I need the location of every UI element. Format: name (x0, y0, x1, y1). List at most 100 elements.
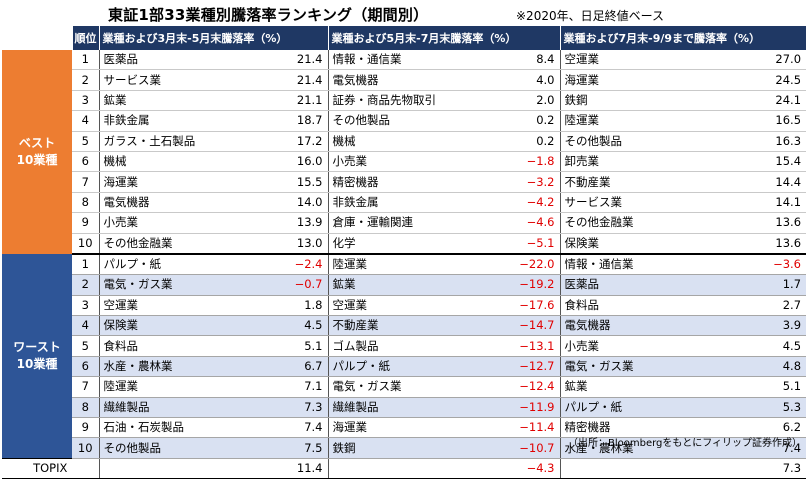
rank-cell: 3 (72, 90, 99, 112)
rank-cell: 1 (72, 50, 99, 71)
industry-name: ガラス・土石製品 (98, 131, 246, 152)
change-value: 0.2 (478, 131, 560, 152)
industry-name: 機械 (327, 131, 478, 152)
industry-name: 不動産業 (327, 315, 478, 337)
table-row: 6 水産・農林業 6.7 パルプ・紙 −12.7 電気・ガス業 4.8 (2, 356, 807, 378)
table-row: ワースト 10業種 1 パルプ・紙 −2.4 陸運業 −22.0 情報・通信業 −3.6 (2, 253, 807, 459)
change-value: −4.6 (478, 212, 560, 234)
table-row: 4 保険業 4.5 不動産業 −14.7 電気機器 3.9 (2, 315, 807, 337)
header-rank: 順位 (71, 26, 99, 50)
industry-name: 保険業 (98, 315, 246, 337)
best-group-label: ベスト 10業種 (2, 50, 72, 254)
rank-cell: 1 (72, 253, 99, 276)
rank-cell: 6 (72, 356, 99, 378)
table-row: ベスト 10業種 1 医薬品 21.4 情報・通信業 8.4 空運業 27.0 (2, 50, 807, 254)
change-value: −3.6 (718, 253, 807, 276)
industry-name: 機械 (98, 151, 246, 173)
change-value: 2.0 (478, 90, 560, 112)
rank-cell: 8 (72, 192, 99, 214)
rank-cell: 4 (72, 315, 99, 337)
change-value: −11.4 (478, 417, 560, 439)
change-value: 24.1 (718, 90, 807, 112)
topix-label: TOPIX (2, 457, 99, 479)
industry-name: 空運業 (98, 295, 246, 317)
industry-name: その他製品 (327, 110, 478, 132)
change-value: 1.8 (246, 295, 328, 317)
industry-name: 電気機器 (559, 315, 718, 337)
table-row: 9 小売業 13.9 倉庫・運輸関連 −4.6 その他金融業 13.6 (2, 212, 807, 234)
industry-name: 繊維製品 (98, 397, 246, 419)
table-row: 3 空運業 1.8 空運業 −17.6 食料品 2.7 (2, 295, 807, 317)
industry-name: 電気・ガス業 (559, 356, 718, 378)
industry-name: 陸運業 (559, 110, 718, 132)
change-value: −14.7 (478, 315, 560, 337)
industry-name: 空運業 (559, 50, 718, 71)
industry-name: パルプ・紙 (98, 253, 246, 276)
rank-cell: 7 (72, 171, 99, 193)
industry-name: その他金融業 (559, 212, 718, 234)
topix-spacer (98, 457, 246, 479)
industry-name: 鉄鋼 (327, 437, 478, 459)
change-value: 7.4 (246, 417, 328, 439)
rank-cell: 8 (72, 397, 99, 419)
industry-name: 化学 (327, 233, 478, 255)
rank-cell: 4 (72, 110, 99, 132)
ranking-table: 順位 業種および3月末-5月末騰落率（%） 業種および5月末-7月末騰落率（%）… (2, 26, 807, 479)
change-value: 13.9 (246, 212, 328, 234)
industry-name: 電気・ガス業 (98, 274, 246, 296)
industry-name: 非鉄金属 (327, 192, 478, 214)
change-value: −12.7 (478, 356, 560, 378)
table-row: 9 石油・石炭製品 7.4 海運業 −11.4 精密機器 6.2 (2, 417, 807, 439)
industry-name: 水産・農林業 (98, 356, 246, 378)
industry-name: その他金融業 (98, 233, 246, 255)
topix-spacer (327, 457, 478, 479)
industry-name: ゴム製品 (327, 335, 478, 357)
change-value: 7.3 (246, 397, 328, 419)
industry-name: 小売業 (559, 335, 718, 357)
rank-cell: 2 (72, 69, 99, 91)
industry-name: パルプ・紙 (559, 397, 718, 419)
change-value: −11.9 (478, 397, 560, 419)
topix-value: 7.3 (718, 457, 807, 479)
topix-row: TOPIX 11.4 −4.3 7.3 (2, 457, 807, 479)
change-value: 15.4 (718, 151, 807, 173)
change-value: −10.7 (478, 437, 560, 459)
change-value: 21.1 (246, 90, 328, 112)
rank-cell: 5 (72, 335, 99, 357)
change-value: 17.2 (246, 131, 328, 152)
industry-name: パルプ・紙 (327, 356, 478, 378)
change-value: 2.7 (718, 295, 807, 317)
rank-cell: 7 (72, 376, 99, 398)
industry-name: 食料品 (98, 335, 246, 357)
industry-name: 鉱業 (559, 376, 718, 398)
industry-name: 電気機器 (98, 192, 246, 214)
table-row: 5 ガラス・土石製品 17.2 機械 0.2 その他製品 16.3 (2, 131, 807, 152)
change-value: 15.5 (246, 171, 328, 193)
change-value: 5.1 (246, 335, 328, 357)
change-value: 3.9 (718, 315, 807, 337)
table-row: 8 繊維製品 7.3 繊維製品 −11.9 パルプ・紙 5.3 (2, 397, 807, 419)
change-value: 14.0 (246, 192, 328, 214)
change-value: −4.2 (478, 192, 560, 214)
change-value: −2.4 (246, 253, 328, 276)
rank-cell: 6 (72, 151, 99, 173)
industry-name: 海運業 (327, 417, 478, 439)
title-note: ※2020年、日足終値ベース (516, 9, 664, 23)
change-value: −13.1 (478, 335, 560, 357)
rank-cell: 9 (72, 417, 99, 439)
industry-name: サービス業 (559, 192, 718, 214)
change-value: 24.5 (718, 69, 807, 91)
rank-cell: 10 (72, 233, 99, 255)
industry-name: 鉱業 (327, 274, 478, 296)
change-value: 13.0 (246, 233, 328, 255)
change-value: 4.8 (718, 356, 807, 378)
industry-name: 精密機器 (559, 417, 718, 439)
industry-name: 小売業 (327, 151, 478, 173)
industry-name: 保険業 (559, 233, 718, 255)
change-value: 13.6 (718, 212, 807, 234)
industry-name: 食料品 (559, 295, 718, 317)
title-bar: 東証1部33業種別騰落率ランキング（期間別） ※2020年、日足終値ベース (0, 0, 808, 26)
industry-name: 情報・通信業 (559, 253, 718, 276)
industry-name: 電気機器 (327, 69, 478, 91)
topix-value: 11.4 (246, 457, 328, 479)
